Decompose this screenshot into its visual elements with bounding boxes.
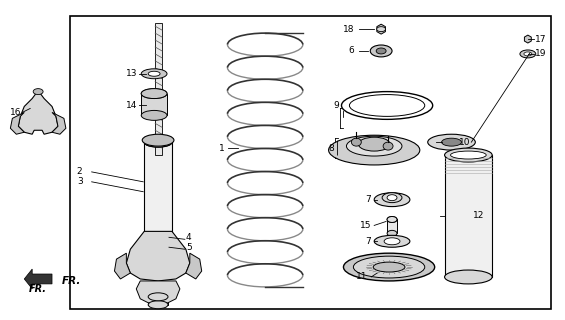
Ellipse shape xyxy=(344,253,434,281)
Ellipse shape xyxy=(374,193,410,207)
Ellipse shape xyxy=(329,135,420,165)
Ellipse shape xyxy=(349,95,425,116)
Ellipse shape xyxy=(428,134,475,150)
Ellipse shape xyxy=(374,235,410,247)
Ellipse shape xyxy=(383,142,393,150)
Ellipse shape xyxy=(353,256,425,278)
Text: 13: 13 xyxy=(127,69,138,78)
Text: 16: 16 xyxy=(10,108,22,117)
Polygon shape xyxy=(524,35,531,43)
Ellipse shape xyxy=(387,217,397,222)
Text: 10: 10 xyxy=(459,138,471,147)
Ellipse shape xyxy=(382,193,402,203)
Bar xyxy=(383,198,401,203)
Ellipse shape xyxy=(358,137,390,151)
Ellipse shape xyxy=(33,89,43,95)
Text: 14: 14 xyxy=(127,101,138,110)
Polygon shape xyxy=(115,253,131,279)
Polygon shape xyxy=(136,281,180,305)
Bar xyxy=(155,23,162,155)
Ellipse shape xyxy=(384,238,400,245)
Ellipse shape xyxy=(144,137,172,147)
Text: 7: 7 xyxy=(366,195,371,204)
Polygon shape xyxy=(52,112,66,134)
Bar xyxy=(141,93,167,116)
Text: 3: 3 xyxy=(77,177,82,186)
Polygon shape xyxy=(24,269,52,289)
Text: 17: 17 xyxy=(535,35,546,44)
Text: 19: 19 xyxy=(535,49,546,59)
Text: 7: 7 xyxy=(366,237,371,246)
Ellipse shape xyxy=(387,230,397,236)
Polygon shape xyxy=(10,112,24,134)
Ellipse shape xyxy=(370,45,392,57)
Ellipse shape xyxy=(148,293,168,301)
Polygon shape xyxy=(377,24,385,34)
Polygon shape xyxy=(127,231,190,281)
Ellipse shape xyxy=(445,270,492,284)
Text: 2: 2 xyxy=(77,167,82,176)
Text: 5: 5 xyxy=(186,243,192,252)
Text: 11: 11 xyxy=(356,272,367,282)
Ellipse shape xyxy=(377,27,385,32)
Ellipse shape xyxy=(346,136,402,156)
Ellipse shape xyxy=(445,148,492,162)
Text: FR.: FR. xyxy=(62,276,81,286)
Ellipse shape xyxy=(351,138,361,146)
Ellipse shape xyxy=(387,195,397,201)
Ellipse shape xyxy=(341,92,433,119)
Polygon shape xyxy=(18,91,58,134)
Text: 8: 8 xyxy=(329,144,334,153)
Ellipse shape xyxy=(442,138,462,146)
Text: 12: 12 xyxy=(473,211,485,220)
Ellipse shape xyxy=(141,110,167,120)
Ellipse shape xyxy=(520,50,536,58)
Text: 6: 6 xyxy=(349,46,354,55)
Ellipse shape xyxy=(148,301,168,309)
Ellipse shape xyxy=(450,151,486,159)
Text: 9: 9 xyxy=(334,101,340,110)
Text: 4: 4 xyxy=(186,233,192,242)
Ellipse shape xyxy=(387,217,397,222)
Ellipse shape xyxy=(373,262,405,272)
Polygon shape xyxy=(186,253,202,279)
Bar xyxy=(70,16,551,309)
Ellipse shape xyxy=(141,89,167,99)
Bar xyxy=(144,142,172,241)
Text: 15: 15 xyxy=(360,221,371,230)
Text: 1: 1 xyxy=(219,144,224,153)
Ellipse shape xyxy=(141,89,167,99)
Ellipse shape xyxy=(141,69,167,79)
Ellipse shape xyxy=(142,134,174,146)
Ellipse shape xyxy=(144,137,172,147)
Text: FR.: FR. xyxy=(29,284,47,294)
Bar xyxy=(148,297,168,305)
Text: 18: 18 xyxy=(343,25,354,34)
Ellipse shape xyxy=(376,48,386,54)
Bar xyxy=(445,155,492,277)
Bar xyxy=(387,220,397,233)
Ellipse shape xyxy=(148,71,160,76)
Ellipse shape xyxy=(524,52,532,56)
